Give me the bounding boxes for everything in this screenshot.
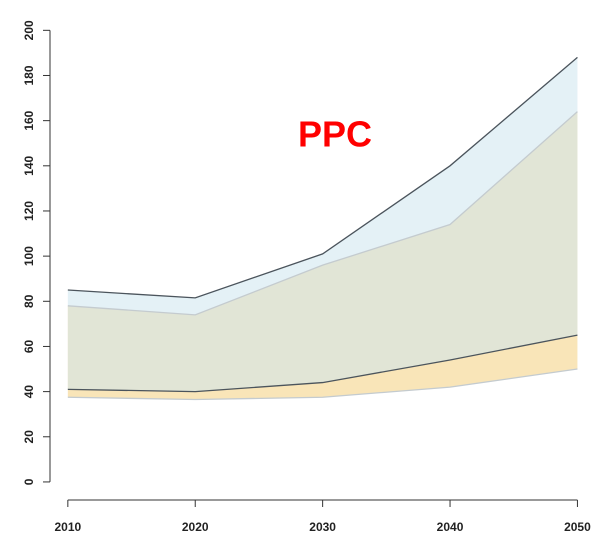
y-tick-label: 60 — [22, 339, 36, 353]
y-tick-label: 100 — [22, 246, 36, 266]
y-tick-label: 40 — [22, 385, 36, 399]
x-tick-label: 2020 — [182, 520, 209, 534]
y-tick-label: 120 — [22, 201, 36, 221]
x-tick-label: 2050 — [564, 520, 591, 534]
band-edge — [67, 334, 578, 393]
y-tick-label: 140 — [22, 155, 36, 175]
y-tick-label: 160 — [22, 110, 36, 130]
y-tick-label: 80 — [22, 294, 36, 308]
x-tick-label: 2030 — [309, 520, 336, 534]
band-area — [67, 57, 578, 392]
x-tick-label: 2010 — [54, 520, 81, 534]
y-tick-label: 180 — [22, 65, 36, 85]
y-tick-label: 20 — [22, 430, 36, 444]
band-edge — [67, 111, 578, 316]
y-tick-label: 0 — [22, 478, 36, 485]
y-tick-label: 200 — [22, 20, 36, 40]
band-edge — [67, 56, 578, 299]
x-tick-label: 2040 — [437, 520, 464, 534]
chart-title: PPC — [298, 114, 372, 155]
band-edge — [67, 368, 578, 401]
